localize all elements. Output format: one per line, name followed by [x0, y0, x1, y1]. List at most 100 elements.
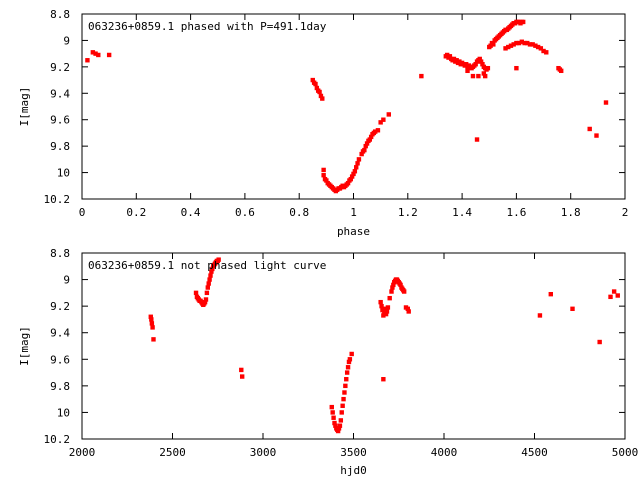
data-point — [470, 73, 476, 79]
data-point — [359, 151, 364, 157]
data-point — [382, 306, 388, 311]
x-axis-label: hjd0 — [340, 464, 367, 477]
data-point — [96, 52, 101, 58]
data-point — [207, 277, 212, 282]
data-points — [148, 257, 620, 434]
data-point — [525, 40, 530, 46]
data-point — [331, 415, 336, 420]
data-point — [204, 290, 210, 296]
x-tick-label: 1 — [350, 206, 357, 219]
data-point — [373, 129, 378, 134]
axis-ticks — [81, 13, 626, 200]
data-point — [603, 100, 609, 105]
unphased-light-curve-chart: 2000 2500 3000 3500 4000 4500 5000 8.8 9 9.2 9.4 9.… — [18, 247, 638, 477]
data-point — [405, 306, 410, 311]
data-point — [516, 40, 522, 46]
data-point — [343, 383, 348, 389]
data-point — [419, 73, 424, 79]
data-point — [216, 257, 221, 262]
data-point — [345, 180, 351, 186]
data-point — [349, 351, 354, 357]
data-point — [148, 314, 153, 319]
data-point — [558, 68, 564, 74]
data-point — [380, 307, 385, 313]
x-tick-label: 2500 — [159, 446, 186, 459]
data-point — [338, 418, 344, 423]
data-point — [356, 157, 362, 162]
data-point — [535, 44, 541, 50]
data-point — [354, 165, 359, 170]
data-point — [340, 403, 345, 408]
data-point — [348, 176, 353, 182]
x-tick-label: 1.8 — [561, 206, 581, 219]
data-point — [367, 137, 372, 142]
data-point — [336, 426, 342, 431]
y-tick-label: 9 — [63, 274, 70, 287]
y-tick-label: 9.8 — [50, 140, 70, 153]
data-point — [342, 390, 347, 395]
data-point — [378, 120, 383, 125]
data-point — [379, 303, 384, 309]
axis-ticks — [81, 252, 626, 440]
y-tick-label: 9.8 — [50, 380, 70, 393]
y-tick-label: 9.2 — [50, 300, 70, 313]
data-point — [341, 396, 346, 402]
y-tick-label: 9.4 — [50, 87, 70, 100]
data-point — [482, 73, 488, 79]
data-point — [398, 282, 403, 288]
data-point — [384, 309, 390, 314]
data-point — [206, 281, 211, 286]
y-tick-label: 10 — [57, 167, 70, 180]
data-point — [597, 339, 602, 345]
data-point — [317, 89, 322, 95]
data-point — [508, 43, 514, 48]
y-tick-label: 9.6 — [50, 114, 70, 127]
tick-labels: 0 0.2 0.4 0.6 0.8 1 1.2 1.4 1.6 1.8 2 8.8 9 9.2 9.4 9.6… — [44, 8, 629, 219]
data-point — [346, 359, 352, 365]
data-point — [465, 68, 470, 74]
data-point — [506, 44, 511, 50]
chart-title: 063236+0859.1 not phased light curve — [88, 259, 326, 272]
x-tick-label: 0 — [79, 206, 86, 219]
data-point — [401, 289, 407, 294]
data-point — [375, 128, 381, 133]
chart-title: 063236+0859.1 phased with P=491.1day — [88, 20, 327, 33]
data-point — [337, 423, 343, 428]
y-tick-label: 9.2 — [50, 61, 70, 74]
data-point — [85, 58, 90, 63]
data-point — [310, 77, 315, 83]
data-point — [451, 56, 457, 62]
plot-frame — [81, 252, 626, 440]
data-point — [527, 42, 533, 47]
data-point — [320, 96, 325, 101]
data-point — [151, 337, 156, 342]
data-point — [93, 51, 98, 56]
data-point — [333, 423, 338, 428]
x-tick-label: 2 — [622, 206, 629, 219]
data-point — [209, 269, 214, 274]
data-point — [570, 306, 575, 311]
data-point — [335, 428, 341, 434]
phased-light-curve-chart: 0 0.2 0.4 0.6 0.8 1 1.2 1.4 1.6 1.8 2 8.8 9 9.2 9.4 9.6… — [18, 8, 628, 238]
data-point — [548, 291, 553, 297]
data-point — [389, 289, 394, 294]
x-tick-label: 1.6 — [506, 206, 526, 219]
data-point — [544, 50, 549, 55]
data-point — [362, 147, 367, 153]
data-point — [321, 173, 326, 178]
data-point — [329, 404, 334, 410]
data-point — [345, 365, 351, 370]
y-axis-label: I[mag] — [18, 87, 31, 127]
data-point — [205, 285, 210, 290]
data-point — [390, 285, 395, 290]
x-tick-label: 4500 — [521, 446, 548, 459]
x-tick-label: 0.6 — [235, 206, 255, 219]
data-point — [239, 374, 245, 379]
y-tick-label: 9.4 — [50, 327, 70, 340]
data-point — [313, 81, 318, 87]
data-point — [149, 321, 155, 326]
data-point — [444, 52, 450, 58]
data-point — [351, 171, 356, 177]
data-point — [594, 133, 599, 138]
